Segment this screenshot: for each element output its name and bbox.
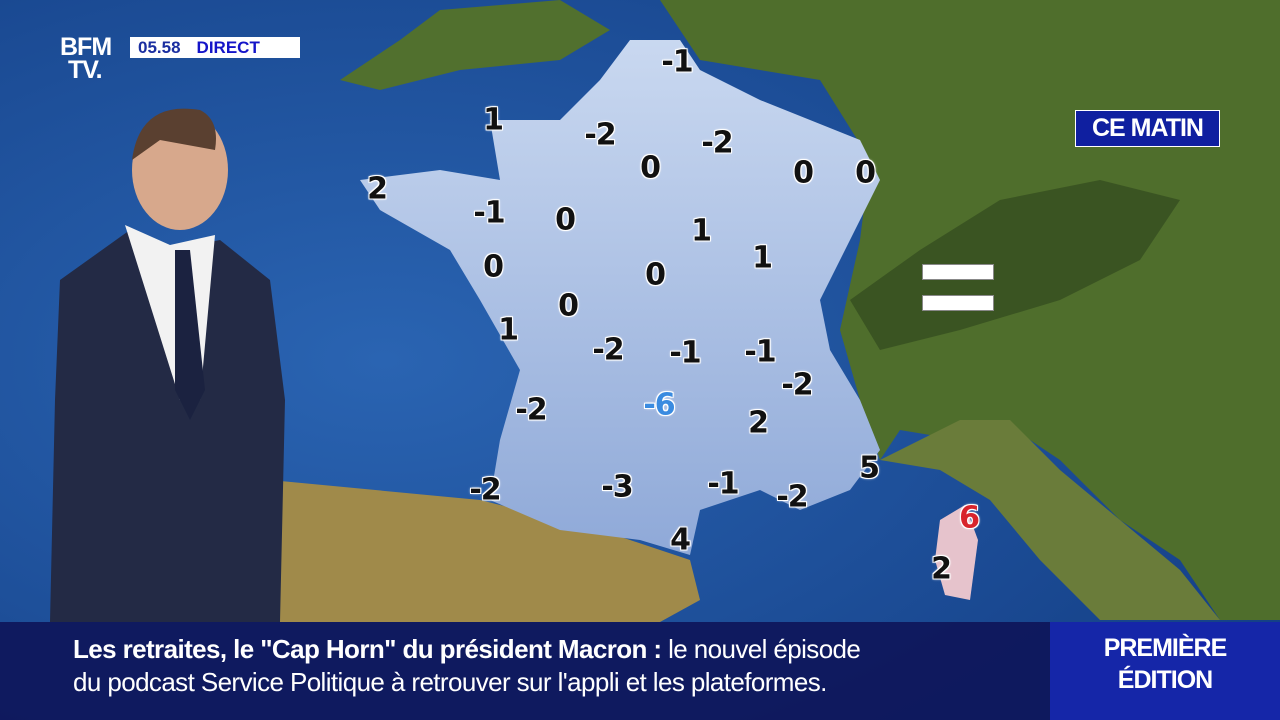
show-name: PREMIÈRE ÉDITION xyxy=(1050,622,1280,720)
live-badge: 05.58 DIRECT xyxy=(130,37,300,58)
ticker-separator: : xyxy=(646,634,669,664)
temperature-label: 2 xyxy=(748,405,769,441)
temperature-label: 0 xyxy=(483,249,504,285)
direct-label: DIRECT xyxy=(196,37,260,57)
temperature-label: 4 xyxy=(670,522,691,558)
temperature-label: -2 xyxy=(592,332,624,368)
temperature-label: -2 xyxy=(776,479,808,515)
ticker-line2: du podcast Service Politique à retrouver… xyxy=(73,667,827,697)
temperature-label: 1 xyxy=(691,213,712,249)
temperature-label: -2 xyxy=(515,392,547,428)
temperature-label: 0 xyxy=(645,257,666,293)
temperature-label: 1 xyxy=(498,312,519,348)
news-ticker: Les retraites, le "Cap Horn" du présiden… xyxy=(0,622,1050,720)
presenter xyxy=(40,100,300,622)
ticker-line1-rest: le nouvel épisode xyxy=(668,634,861,664)
land-uk xyxy=(340,0,610,90)
temperature-label: 1 xyxy=(483,102,504,138)
temperature-label: -1 xyxy=(707,466,739,502)
ticker-headline: Les retraites, le "Cap Horn" du présiden… xyxy=(73,634,647,664)
show-line1: PREMIÈRE xyxy=(1103,634,1228,662)
clock: 05.58 xyxy=(138,37,181,57)
temperature-label: -6 xyxy=(643,387,675,423)
temperature-label: -3 xyxy=(601,469,633,505)
logo-line1: BFM xyxy=(60,33,112,61)
temperature-label: 2 xyxy=(931,551,952,587)
temperature-label: 0 xyxy=(793,155,814,191)
temperature-label: -2 xyxy=(781,367,813,403)
temperature-label: 6 xyxy=(959,500,980,536)
corsica xyxy=(935,505,978,600)
logo-line2: TV. xyxy=(68,56,103,84)
temperature-label: 0 xyxy=(555,202,576,238)
temperature-label: 5 xyxy=(859,450,880,486)
temperature-label: -1 xyxy=(473,195,505,231)
temperature-label: -2 xyxy=(701,125,733,161)
land-spain xyxy=(270,480,700,622)
temperature-label: -1 xyxy=(744,334,776,370)
france xyxy=(360,40,880,555)
land-italy xyxy=(880,420,1220,620)
temperature-label: -2 xyxy=(584,117,616,153)
temperature-label: -2 xyxy=(469,472,501,508)
temperature-label: 0 xyxy=(558,288,579,324)
bfmtv-logo: BFM TV. xyxy=(60,33,112,84)
temperature-label: -1 xyxy=(669,335,701,371)
temperature-label: 1 xyxy=(752,240,773,276)
temperature-label: 0 xyxy=(640,150,661,186)
show-line2: ÉDITION xyxy=(1117,666,1213,694)
period-label: CE MATIN xyxy=(1075,110,1220,147)
temperature-label: -1 xyxy=(661,44,693,80)
temperature-label: 2 xyxy=(367,171,388,207)
temperature-label: 0 xyxy=(855,155,876,191)
equal-sign-icon xyxy=(922,262,994,312)
